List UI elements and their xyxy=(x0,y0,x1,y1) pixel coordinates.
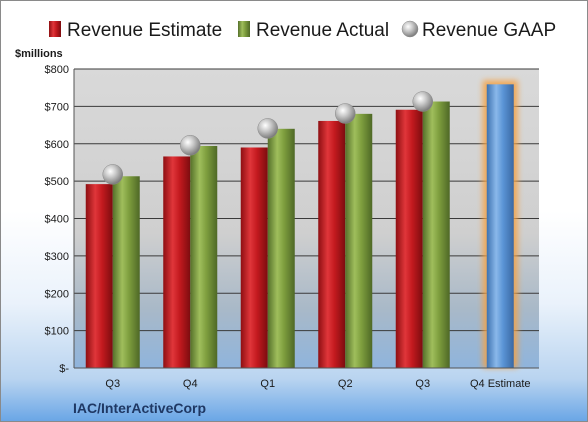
bar-revenue-actual xyxy=(112,176,140,368)
bar-revenue-actual xyxy=(422,101,450,369)
gaap-markers xyxy=(102,91,433,185)
bar-revenue-estimate xyxy=(318,120,346,368)
bar-revenue-actual xyxy=(190,145,218,368)
x-tick-label: Q1 xyxy=(260,378,275,390)
y-tick-label: $600 xyxy=(45,139,69,151)
y-tick-label: $300 xyxy=(45,251,69,263)
marker-revenue-gaap xyxy=(412,91,433,112)
marker-revenue-gaap xyxy=(102,164,123,185)
bar-revenue-estimate xyxy=(240,147,268,368)
x-tick-label: Q3 xyxy=(415,378,430,390)
legend-swatch xyxy=(49,21,61,37)
marker-revenue-gaap xyxy=(257,118,278,139)
bar-revenue-actual xyxy=(345,113,373,368)
bar-revenue-estimate xyxy=(85,184,113,368)
y-tick-label: $100 xyxy=(45,326,69,338)
legend-label: Revenue Actual xyxy=(256,20,389,41)
bar-revenue-estimate xyxy=(163,156,191,368)
legend-swatch-gaap xyxy=(401,20,419,38)
bar-revenue-estimate xyxy=(395,109,423,369)
y-tick-label: $400 xyxy=(45,214,69,226)
unit-label: $millions xyxy=(15,48,63,60)
company-label: IAC/InterActiveCorp xyxy=(73,400,206,416)
x-tick-label: Q4 Estimate xyxy=(470,378,531,390)
bars xyxy=(85,80,518,369)
legend-label: Revenue Estimate xyxy=(67,20,222,41)
legend-swatch xyxy=(238,21,250,37)
y-tick-label: $- xyxy=(59,363,69,375)
y-tick-label: $200 xyxy=(45,288,69,300)
marker-revenue-gaap xyxy=(335,103,356,124)
marker-revenue-gaap xyxy=(180,134,201,156)
x-tick-label: Q4 xyxy=(183,378,198,390)
bar-q4-estimate xyxy=(486,84,514,368)
legend-label: Revenue GAAP xyxy=(422,20,556,41)
y-tick-label: $500 xyxy=(45,176,69,188)
y-tick-label: $700 xyxy=(45,101,69,113)
legend: Revenue Estimate Revenue Actual Revenue GA… xyxy=(49,20,556,41)
y-tick-label: $800 xyxy=(45,64,69,76)
bar-revenue-actual xyxy=(267,128,295,368)
axes: $- $100 $200 $300 $400 $500 $600 $700 $800 Q3 Q4 Q1… xyxy=(45,64,539,390)
x-tick-label: Q2 xyxy=(338,378,353,390)
x-tick-label: Q3 xyxy=(105,378,120,390)
